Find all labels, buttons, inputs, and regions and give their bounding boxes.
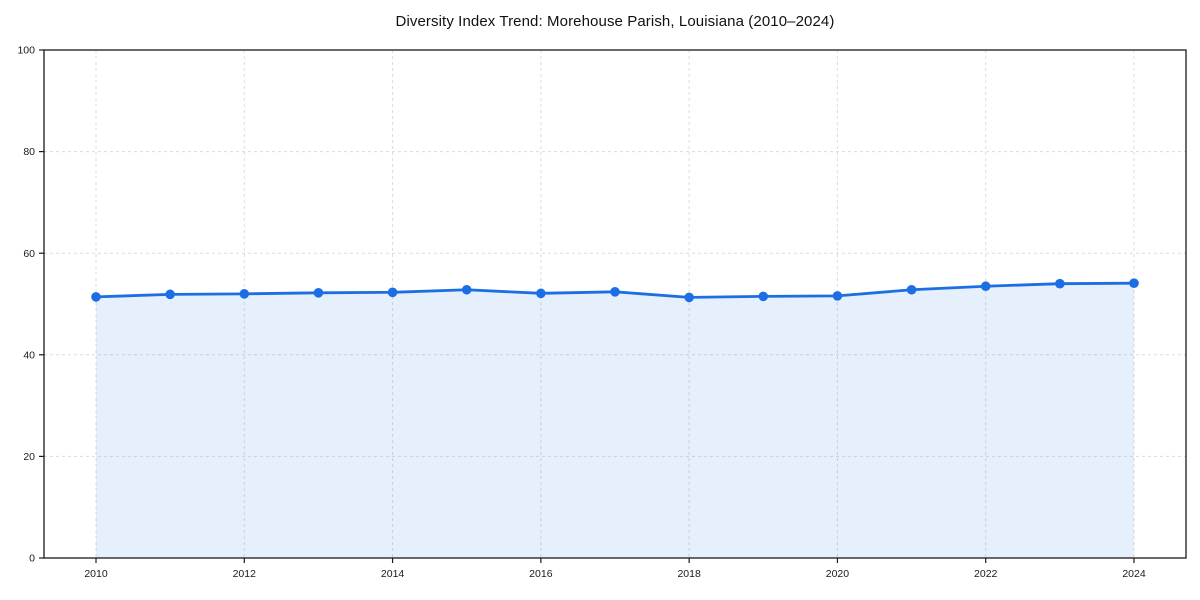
y-tick-label: 20 xyxy=(23,451,35,463)
data-point-2024 xyxy=(1129,278,1139,288)
data-point-2013 xyxy=(313,288,324,298)
y-tick-label: 60 xyxy=(23,248,35,260)
data-point-2018 xyxy=(684,292,694,303)
plot-border xyxy=(43,49,1187,559)
data-point-2019 xyxy=(758,291,769,302)
x-tick-label: 2016 xyxy=(529,568,553,580)
data-point-2022 xyxy=(980,281,991,292)
data-point-2023 xyxy=(1055,278,1065,289)
data-point-2016 xyxy=(536,288,546,299)
chart-title: Diversity Index Trend: Morehouse Parish,… xyxy=(395,13,835,30)
x-tick-label: 2020 xyxy=(826,568,850,580)
x-tick-label: 2010 xyxy=(84,568,108,580)
y-tick-label: 100 xyxy=(17,45,35,57)
data-point-2010 xyxy=(91,292,101,302)
x-tick-label: 2022 xyxy=(974,568,998,580)
y-tick-label: 40 xyxy=(23,349,35,361)
data-point-2017 xyxy=(610,287,620,297)
y-tick-label: 80 xyxy=(23,146,35,158)
data-point-2014 xyxy=(387,287,398,298)
y-tick-label: 0 xyxy=(29,553,35,565)
data-point-2020 xyxy=(832,291,843,301)
data-point-2011 xyxy=(165,289,175,300)
x-tick-label: 2012 xyxy=(233,568,257,580)
area-fill xyxy=(96,283,1134,558)
x-tick-label: 2024 xyxy=(1122,568,1146,580)
x-tick-label: 2018 xyxy=(677,568,701,580)
data-point-2015 xyxy=(461,284,472,295)
data-point-2021 xyxy=(906,284,917,295)
data-point-2012 xyxy=(239,289,250,299)
x-tick-label: 2014 xyxy=(381,568,405,580)
